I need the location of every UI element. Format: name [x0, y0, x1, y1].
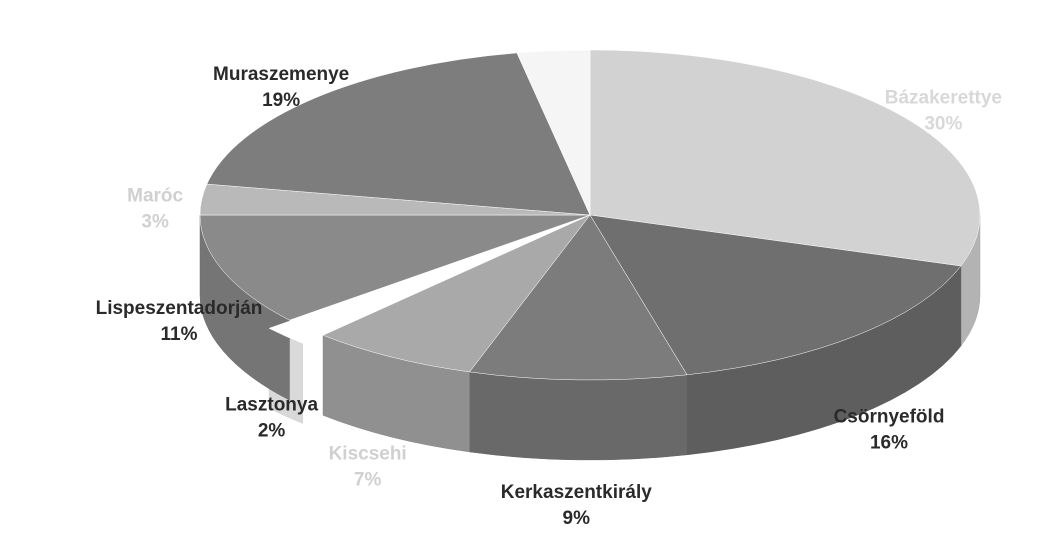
slice-value-label: 30% [924, 114, 962, 135]
slice [322, 214, 591, 373]
slice [469, 214, 688, 381]
slice [268, 222, 570, 344]
slice-label: Kiscsehi [329, 443, 407, 464]
slice [589, 214, 962, 376]
slice-label: Muraszemenye [213, 64, 349, 85]
slice [199, 214, 591, 321]
slice-value-label: 19% [262, 90, 300, 111]
slice-label: Maróc [127, 185, 183, 206]
slice-value-label: 7% [354, 469, 382, 490]
slice-value-label: 2% [258, 420, 286, 441]
slice-label: Lasztonya [225, 394, 318, 415]
slice [516, 49, 591, 216]
slice-side [469, 371, 688, 461]
slice [206, 52, 591, 216]
slice-value-label: 16% [870, 433, 908, 454]
slice-value-label: 11% [161, 324, 198, 345]
slice [589, 49, 981, 267]
slice-value-label: 3% [141, 211, 169, 232]
slice-label: Bázakerettye [885, 88, 1002, 109]
slice-label: Lispeszentadorján [96, 298, 263, 319]
slice-label: Kerkaszentkirály [501, 482, 652, 503]
slice-value-label: 9% [563, 508, 591, 529]
slice-label: Csörnyeföld [834, 407, 945, 428]
